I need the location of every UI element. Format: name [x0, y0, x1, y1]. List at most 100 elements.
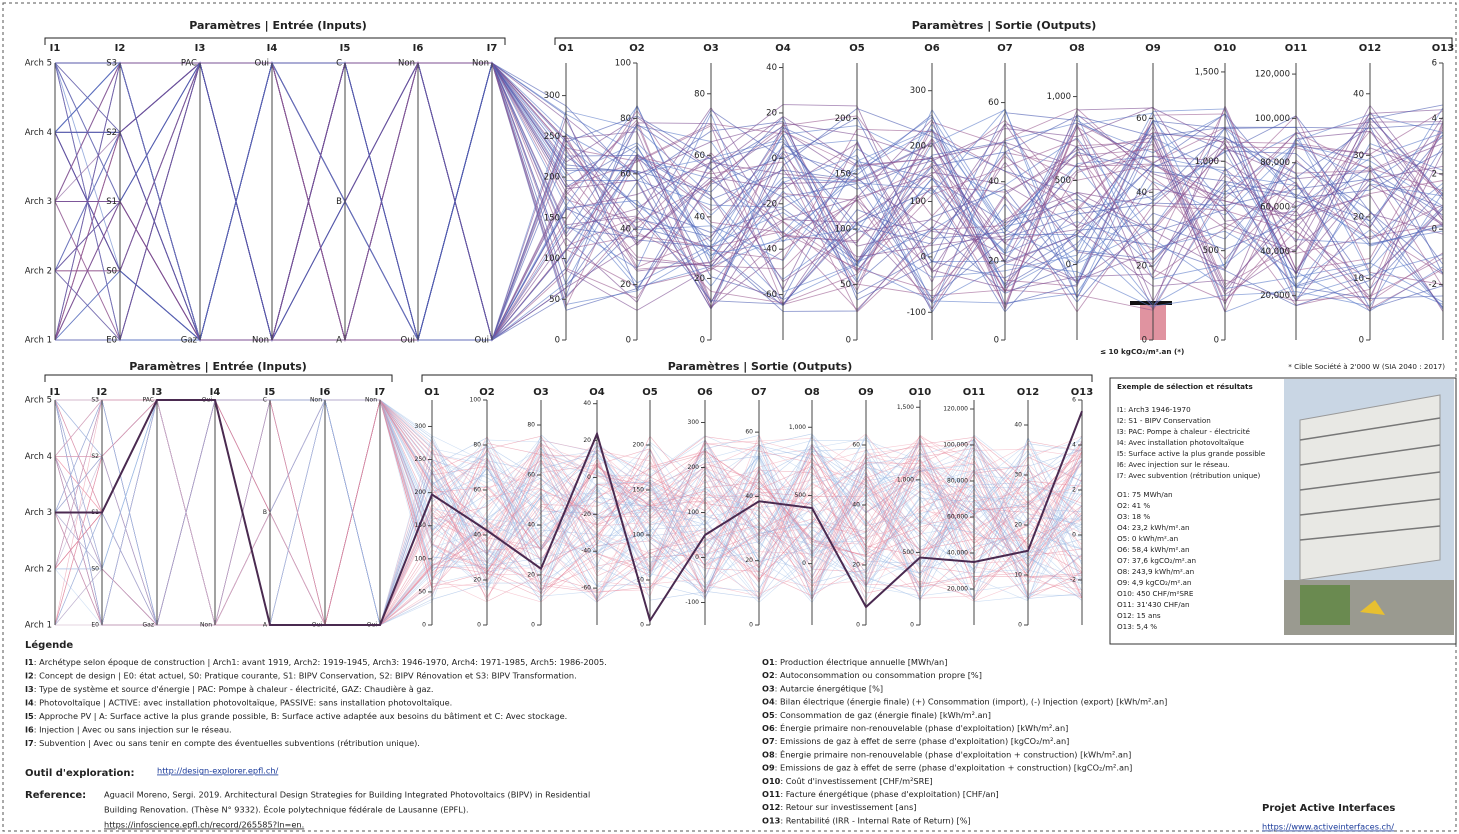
axis-name: I3 — [195, 43, 206, 54]
y-tick-label: 100 — [633, 532, 645, 539]
axis-name: O10 — [909, 387, 931, 398]
y-tick-label: 0 — [1359, 336, 1364, 346]
y-tick-label: -100 — [907, 308, 926, 318]
category-label: A — [263, 622, 268, 629]
y-tick-label: 60 — [852, 442, 860, 449]
axis-name: O10 — [1214, 43, 1236, 54]
tool-link[interactable]: http://design-explorer.epfl.ch/ — [157, 766, 279, 776]
y-tick-label: -40 — [763, 245, 777, 255]
axis-name: O7 — [997, 43, 1013, 54]
axis-name: O7 — [751, 387, 767, 398]
bracket — [44, 37, 506, 45]
y-tick-label: 1,000 — [789, 424, 806, 431]
y-tick-label: 100 — [835, 225, 851, 235]
selection-item: O4: 23,2 kWh/m².an — [1117, 523, 1190, 532]
category-label: Oui — [401, 336, 415, 346]
y-tick-label: 0 — [1018, 622, 1022, 629]
y-tick-label: 0 — [1214, 336, 1219, 346]
legend-text: : Emissions de gaz à effet de serre (pha… — [775, 736, 1070, 746]
y-tick-label: 60,000 — [947, 514, 968, 521]
y-tick-label: 250 — [544, 132, 560, 142]
project-link[interactable]: https://www.activeinterfaces.ch/ — [1262, 822, 1394, 832]
axis-name: O6 — [697, 387, 713, 398]
legend-text: : Production électrique annuelle [MWh/an… — [775, 657, 948, 667]
y-tick-label: 2 — [1072, 487, 1076, 494]
legend-item: O8: Énergie primaire non-renouvelable (p… — [762, 748, 1131, 759]
y-tick-label: 500 — [795, 492, 807, 499]
background-line — [55, 62, 1444, 342]
legend-text: : Énergie primaire non-renouvelable (pha… — [775, 748, 1132, 759]
legend-item: O11: Facture énergétique (phase d'exploi… — [762, 789, 999, 799]
category-label: S2 — [106, 128, 117, 138]
category-label: Arch 4 — [25, 128, 52, 138]
category-label: B — [336, 197, 342, 207]
legend-item: I3: Type de système et source d'énergie … — [25, 684, 433, 694]
legend-text: : Archétype selon époque de construction… — [34, 657, 607, 667]
y-tick-label: 1,000 — [1195, 157, 1219, 167]
axis-name: I4 — [210, 387, 221, 398]
y-tick-label: 6 — [1432, 59, 1437, 69]
legend-key: O2 — [762, 670, 775, 680]
legend-text: : Bilan électrique (énergie finale) (+) … — [775, 696, 1168, 706]
axis-name: O8 — [804, 387, 820, 398]
axis-name: O2 — [479, 387, 495, 398]
reference-line: https://infoscience.epfl.ch/record/26558… — [104, 820, 304, 830]
y-tick-label: 500 — [1055, 176, 1071, 186]
y-tick-label: 20,000 — [947, 586, 968, 593]
y-tick-label: 20 — [766, 108, 777, 118]
lines — [54, 398, 1083, 627]
legend-key: O4 — [762, 696, 775, 706]
y-tick-label: 20 — [1353, 212, 1364, 222]
axis-name: O5 — [849, 43, 865, 54]
selection-item: O3: 18 % — [1117, 512, 1150, 521]
selection-item: I6: Avec injection sur le réseau. — [1117, 460, 1230, 469]
bracket — [44, 374, 393, 382]
y-tick-label: 150 — [835, 169, 851, 179]
legend-item: O6: Énergie primaire non-renouvelable (p… — [762, 722, 1068, 733]
axis-name: O13 — [1432, 43, 1454, 54]
tool-url: http://design-explorer.epfl.ch/ — [157, 766, 279, 776]
category-label: E0 — [106, 336, 117, 346]
legend-text: : Emissions de gaz à effet de serre (pha… — [775, 762, 1133, 772]
y-tick-label: 150 — [544, 213, 560, 223]
y-tick-label: 1,500 — [897, 404, 914, 411]
category-label: Arch 3 — [25, 197, 52, 207]
legend-item: I6: Injection | Avec ou sans injection s… — [25, 724, 232, 734]
category-label: S0 — [106, 266, 117, 276]
y-tick-label: 50 — [840, 280, 851, 290]
y-tick-label: 0 — [626, 336, 631, 346]
legend-text: : Retour sur investissement [ans] — [780, 802, 916, 812]
selection-title: Exemple de sélection et résultats — [1117, 382, 1253, 391]
y-tick-label: 60 — [620, 169, 631, 179]
y-tick-label: 0 — [994, 336, 999, 346]
legend-text: : Approche PV | A: Surface active la plu… — [34, 711, 568, 721]
y-tick-label: 120,000 — [943, 406, 968, 413]
y-tick-label: 0 — [1142, 336, 1147, 346]
background-line — [54, 62, 1444, 341]
legend-key: O6 — [762, 723, 775, 733]
category-label: A — [336, 336, 342, 346]
axis-name: I3 — [152, 387, 163, 398]
selection-item: O2: 41 % — [1117, 501, 1150, 510]
legend-key: O3 — [762, 683, 775, 693]
category-label: C — [336, 59, 342, 69]
background-line — [54, 61, 1444, 342]
axis-name: I1 — [50, 43, 61, 54]
y-tick-label: 500 — [1203, 246, 1219, 256]
legend-item: O2: Autoconsommation ou consommation pro… — [762, 670, 982, 680]
y-tick-label: -40 — [581, 548, 591, 555]
selection-item: O9: 4,9 kgCO₂/m².an — [1117, 578, 1191, 587]
category-label: Arch 5 — [25, 59, 52, 69]
y-tick-label: 0 — [700, 336, 705, 346]
tool-label: Outil d'exploration: — [25, 768, 135, 779]
legend-key: I1 — [25, 657, 34, 667]
category-label: E0 — [91, 622, 99, 629]
y-tick-label: 150 — [633, 487, 645, 494]
y-tick-label: 100,000 — [1255, 114, 1290, 124]
inputs-header: Paramètres | Entrée (Inputs) — [129, 360, 307, 373]
y-tick-label: 20 — [694, 274, 705, 284]
y-tick-label: 300 — [910, 86, 926, 96]
y-tick-label: 200 — [633, 442, 645, 449]
